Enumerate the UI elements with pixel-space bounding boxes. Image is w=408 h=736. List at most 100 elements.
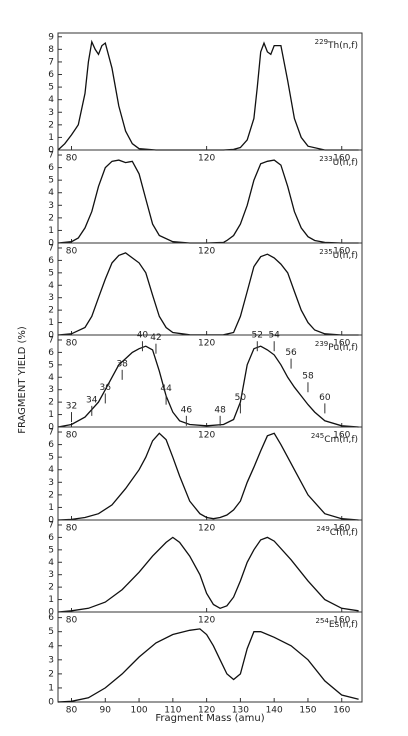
y-tick-label: 2 (48, 120, 54, 130)
x-tick-label: 110 (164, 706, 181, 716)
y-tick-label: 2 (48, 306, 54, 316)
x-tick-label: 80 (66, 706, 78, 716)
panel-title: 239Pu(n,f) (315, 340, 358, 353)
y-tick-label: 1 (48, 226, 54, 236)
y-tick-label: 0 (48, 423, 54, 433)
y-tick-label: 6 (48, 440, 54, 450)
x-tick-label: 80 (66, 154, 78, 164)
isotope-mass: 233 (319, 155, 332, 163)
charge-annotation: 54 (268, 331, 280, 341)
yield-curve (57, 432, 359, 521)
y-tick-label: 3 (48, 108, 54, 118)
charge-annotation: 38 (116, 359, 128, 369)
y-tick-label: 0 (48, 146, 54, 156)
y-tick-label: 1 (48, 503, 54, 513)
reaction: Es(n,f) (329, 620, 358, 630)
charge-annotation: 34 (86, 395, 98, 405)
reaction: Pu(n,f) (328, 343, 358, 353)
y-tick-label: 5 (48, 83, 54, 93)
x-tick-label: 120 (198, 616, 215, 626)
y-tick-label: 2 (48, 398, 54, 408)
y-tick-label: 1 (48, 683, 54, 693)
y-tick-label: 6 (48, 533, 54, 543)
y-tick-label: 3 (48, 655, 54, 665)
y-tick-label: 0 (48, 516, 54, 526)
x-tick-label: 160 (333, 154, 350, 164)
y-tick-label: 2 (48, 490, 54, 500)
isotope-mass: 235 (319, 248, 332, 256)
isotope-mass: 239 (315, 340, 328, 348)
charge-annotation: 44 (160, 384, 172, 394)
y-tick-label: 4 (48, 373, 54, 383)
y-tick-label: 4 (48, 95, 54, 105)
charge-annotation: 48 (214, 405, 226, 415)
charge-annotation: 32 (66, 402, 77, 412)
y-tick-label: 6 (48, 163, 54, 173)
x-tick-label: 100 (130, 706, 147, 716)
y-tick-label: 3 (48, 201, 54, 211)
y-tick-label: 4 (48, 281, 54, 291)
panel-title: 235U(n,f) (319, 248, 358, 261)
y-tick-label: 5 (48, 268, 54, 278)
isotope-mass: 249 (316, 525, 329, 533)
x-tick-label: 80 (66, 247, 78, 257)
charge-annotation: 40 (137, 331, 149, 341)
x-tick-label: 160 (333, 706, 350, 716)
y-tick-label: 4 (48, 188, 54, 198)
y-tick-label: 5 (48, 360, 54, 370)
charge-annotation: 60 (319, 393, 331, 403)
x-tick-label: 80 (66, 431, 78, 441)
yield-curve (57, 536, 359, 613)
y-tick-label: 0 (48, 608, 54, 618)
y-tick-label: 4 (48, 558, 54, 568)
y-tick-label: 6 (48, 613, 54, 623)
y-tick-label: 0 (48, 698, 54, 708)
x-tick-label: 160 (333, 339, 350, 349)
y-tick-label: 4 (48, 641, 54, 651)
charge-annotation: 36 (100, 383, 112, 393)
x-tick-label: 150 (299, 706, 316, 716)
y-tick-label: 1 (48, 410, 54, 420)
x-tick-label: 130 (232, 706, 249, 716)
reaction: Cm(n,f) (324, 435, 358, 445)
y-tick-label: 7 (48, 243, 54, 253)
x-tick-label: 80 (66, 339, 78, 349)
y-tick-label: 3 (48, 293, 54, 303)
y-tick-label: 2 (48, 213, 54, 223)
charge-annotation: 58 (302, 372, 314, 382)
charge-annotation: 46 (181, 405, 193, 415)
x-tick-label: 160 (333, 247, 350, 257)
y-tick-label: 5 (48, 176, 54, 186)
y-tick-label: 6 (48, 348, 54, 358)
x-tick-label: 160 (333, 616, 350, 626)
isotope-mass: 229 (315, 38, 328, 46)
y-tick-label: 7 (48, 520, 54, 530)
y-tick-label: 1 (48, 133, 54, 143)
x-tick-label: 80 (66, 524, 78, 534)
y-tick-label: 4 (48, 465, 54, 475)
reaction: Cf(n,f) (330, 528, 358, 538)
y-tick-label: 2 (48, 583, 54, 593)
y-tick-label: 3 (48, 385, 54, 395)
x-tick-label: 90 (100, 706, 112, 716)
x-tick-label: 120 (198, 524, 215, 534)
y-tick-label: 5 (48, 627, 54, 637)
x-axis-label: Fragment Mass (amu) (155, 713, 264, 724)
x-tick-label: 140 (266, 706, 283, 716)
charge-annotation: 42 (150, 333, 161, 343)
x-tick-label: 160 (333, 524, 350, 534)
yield-curve (57, 628, 359, 703)
isotope-mass: 254 (315, 617, 329, 625)
reaction: Th(n,f) (327, 41, 358, 51)
y-tick-label: 7 (48, 151, 54, 161)
y-tick-label: 9 (48, 32, 54, 42)
y-tick-label: 7 (48, 428, 54, 438)
yield-curve (57, 345, 359, 428)
y-tick-label: 7 (48, 57, 54, 67)
y-tick-label: 3 (48, 570, 54, 580)
x-tick-label: 120 (198, 706, 215, 716)
x-tick-label: 160 (333, 431, 350, 441)
panel-title: 233U(n,f) (319, 155, 358, 168)
